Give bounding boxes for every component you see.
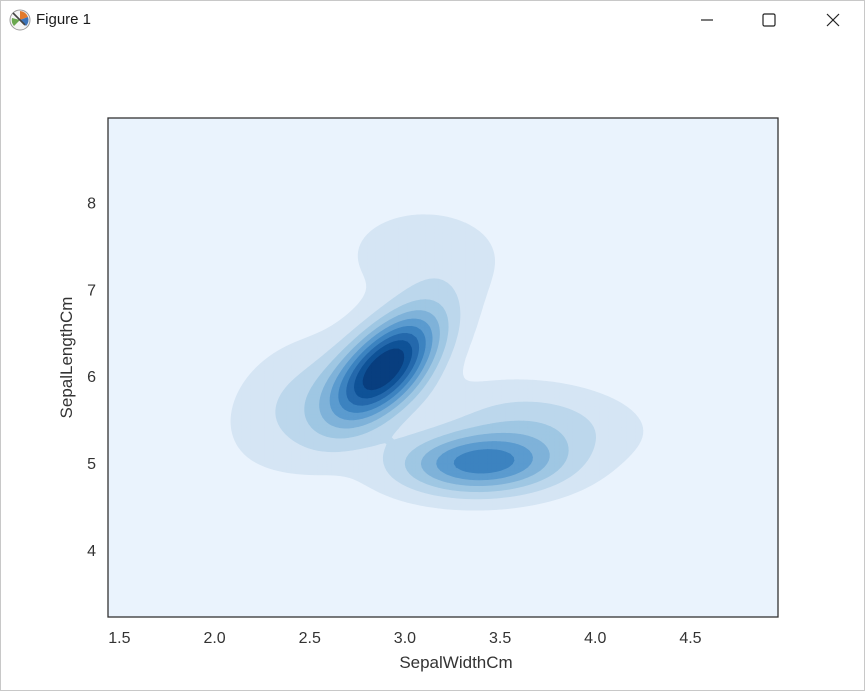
x-tick-label: 2.5	[299, 630, 321, 647]
y-tick-label: 8	[87, 195, 96, 212]
x-tick-label: 3.5	[489, 630, 511, 647]
window-title: Figure 1	[36, 11, 92, 28]
y-axis-label: SepalLengthCm	[57, 297, 76, 419]
kde-contours	[230, 214, 644, 511]
contour-level-9	[362, 348, 405, 391]
y-tick-label: 5	[87, 456, 96, 473]
y-tick-label: 6	[87, 369, 96, 386]
maximize-icon	[762, 13, 776, 27]
y-tick-label: 7	[87, 282, 96, 299]
x-tick-label: 4.0	[584, 630, 606, 647]
x-tick-label: 1.5	[108, 630, 130, 647]
close-icon	[826, 13, 840, 27]
title-bar[interactable]: Figure 1	[1, 1, 864, 39]
close-button[interactable]	[802, 1, 864, 39]
y-tick-label: 4	[87, 543, 96, 560]
minimize-icon	[701, 19, 713, 21]
axes-frame	[107, 117, 779, 618]
maximize-button[interactable]	[738, 1, 800, 39]
kde-chart: 1.5 2.0 2.5 3.0 3.5 4.0 4.5 4 5 6 7 8 SepalWidthCm Se…	[57, 117, 779, 672]
x-tick-label: 2.0	[203, 630, 225, 647]
x-tick-label: 3.0	[394, 630, 416, 647]
x-axis-label: SepalWidthCm	[399, 653, 512, 672]
x-tick-label: 4.5	[679, 630, 701, 647]
matplotlib-figure-icon	[9, 9, 31, 31]
minimize-button[interactable]	[676, 1, 738, 39]
